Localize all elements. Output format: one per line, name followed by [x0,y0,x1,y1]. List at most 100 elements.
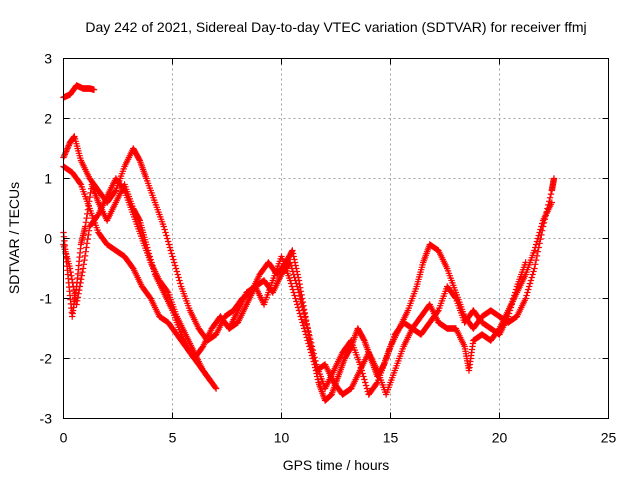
data-point [173,268,181,275]
grid [63,58,609,419]
data-point [81,256,88,264]
data-point [505,313,512,320]
data-point [506,307,514,314]
data-point [163,232,170,239]
data-points [60,82,558,404]
data-point [507,304,515,311]
data-point [212,385,220,392]
data-point [82,248,89,255]
data-point [300,325,308,332]
data-point [69,279,76,287]
data-point [550,175,558,182]
series-trace-d [60,163,556,398]
x-axis-label: GPS time / hours [283,457,390,473]
data-point [294,304,302,311]
data-point [309,355,317,362]
data-point [538,223,545,230]
data-point [548,199,556,206]
data-point [547,190,555,198]
data-point [74,294,82,301]
data-point [293,298,300,305]
data-point [510,295,517,302]
data-point [85,227,93,234]
data-point [308,352,316,359]
data-point [287,262,295,269]
data-point [289,247,296,254]
data-point [161,226,168,233]
data-point [212,384,219,391]
data-point [67,268,74,276]
data-point [310,358,317,365]
data-point [81,252,89,260]
series-trace-a [60,82,98,101]
data-point [297,296,304,303]
data-point [63,146,70,154]
data-point [530,268,537,275]
series-trace-f [225,253,529,398]
data-point [299,319,306,326]
data-point [60,152,68,160]
data-point [172,265,180,272]
data-point [75,290,82,297]
data-point [73,301,80,308]
data-point [290,271,297,278]
data-point [302,318,310,325]
y-tick-label: 1 [44,171,52,187]
data-point [287,280,295,287]
data-point [74,297,81,305]
data-point [361,376,368,383]
data-point [290,253,297,260]
data-point [509,298,516,305]
data-point [174,271,181,278]
y-tick-label: -2 [40,351,53,367]
data-point [291,292,298,299]
data-point [536,229,543,236]
data-point [522,295,529,302]
data-point [451,294,459,301]
data-point [79,268,86,276]
data-point [298,316,305,323]
data-point [537,226,544,233]
data-point [302,331,310,338]
data-point [529,271,536,278]
data-point [525,283,533,290]
y-tick-label: 2 [44,111,52,127]
x-tick-label: 15 [383,430,399,446]
data-point [527,277,535,284]
data-point [83,240,91,247]
data-point [301,314,309,321]
data-point [525,286,532,293]
data-point [77,279,84,287]
data-point [307,349,315,356]
data-point [532,241,540,248]
data-point [171,259,178,266]
data-point [80,261,87,268]
data-point [77,276,85,283]
data-point [84,235,91,243]
data-point [66,265,74,272]
data-point [434,308,441,315]
chart-title: Day 242 of 2021, Sidereal Day-to-day VTE… [85,19,586,35]
data-point [166,244,174,251]
data-point [207,378,215,385]
data-point [160,223,167,230]
data-point [298,300,305,307]
data-point [295,307,303,314]
data-point [531,265,538,272]
data-point [170,256,177,263]
data-point [287,259,294,266]
data-point [532,261,539,268]
data-point [168,250,175,257]
data-point [533,238,541,245]
data-point [360,373,367,380]
data-point [61,151,69,158]
y-tick-label: 3 [44,51,52,67]
data-point [531,247,538,254]
data-point [305,340,312,347]
data-point [534,248,542,255]
data-point [511,289,519,296]
data-point [70,283,77,290]
data-point [164,235,171,242]
data-point [171,262,179,269]
data-point [167,247,174,254]
